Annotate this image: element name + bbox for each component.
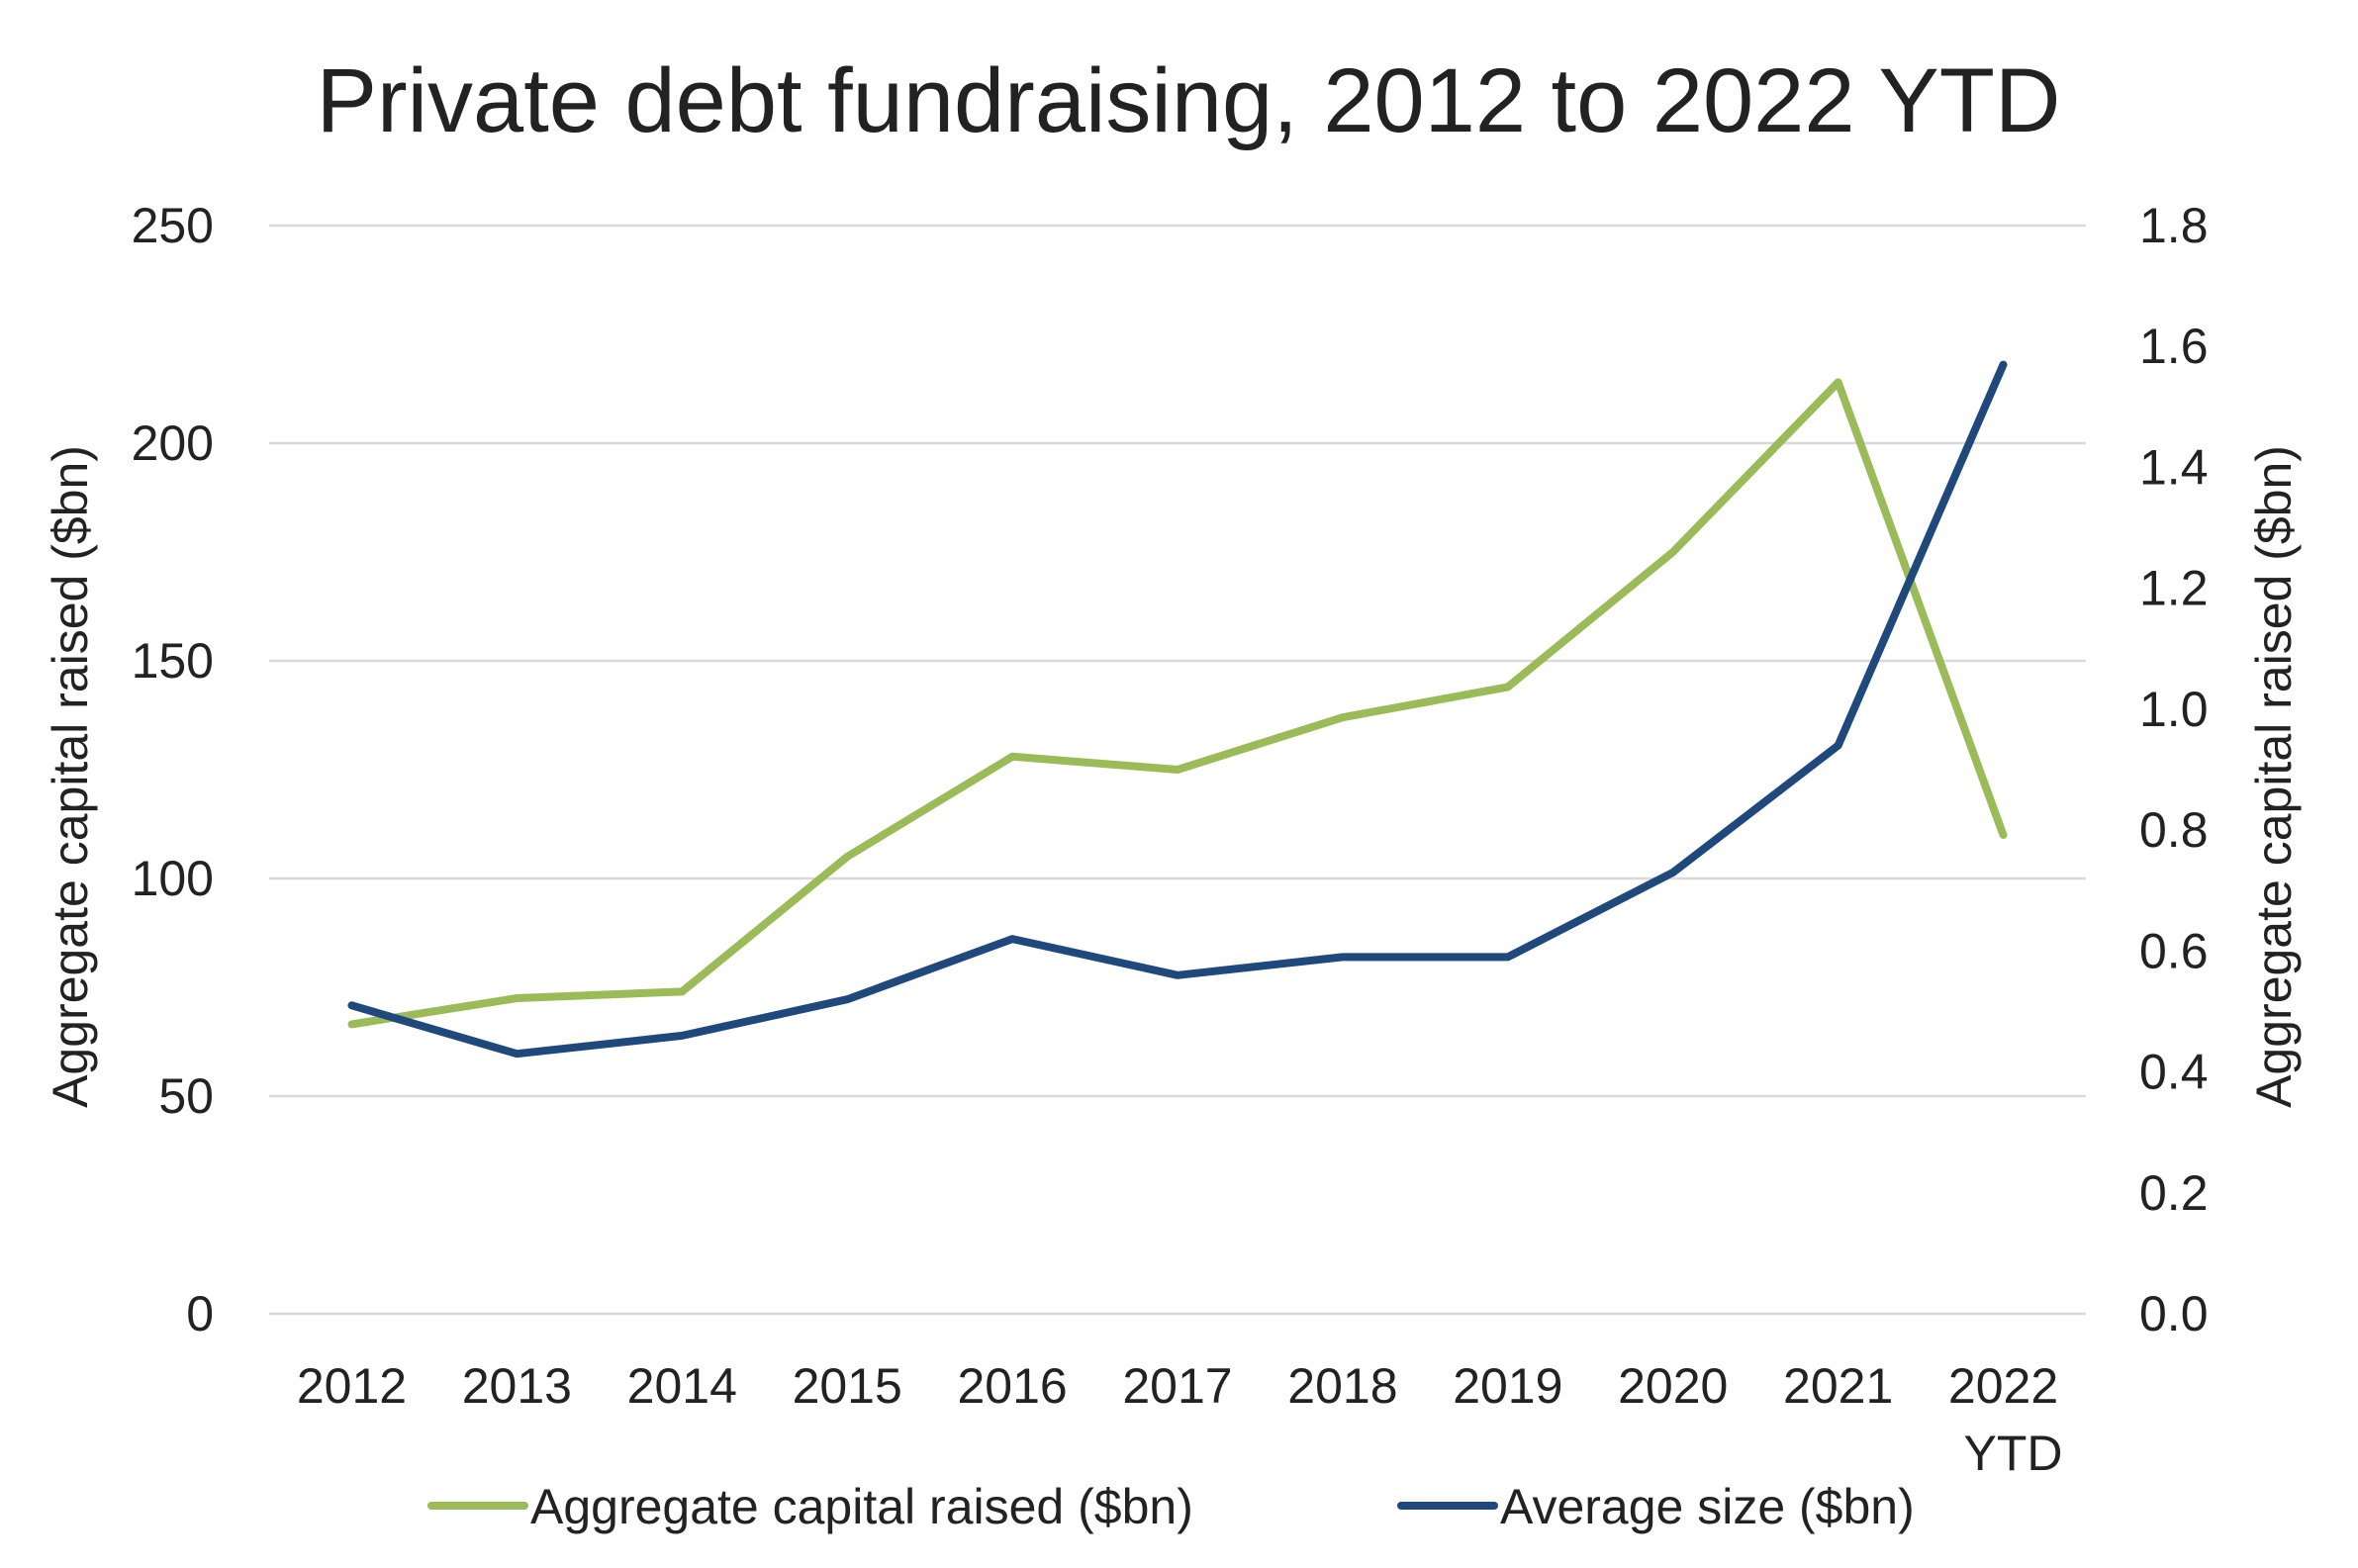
left-tick-label: 0	[186, 1286, 214, 1341]
right-axis-label: Aggregate capital raised ($bn)	[2246, 445, 2302, 1108]
left-axis-label: Aggregate capital raised ($bn)	[43, 445, 98, 1108]
x-tick-label: YTD	[1964, 1426, 2063, 1481]
x-tick-label: 2014	[627, 1358, 737, 1414]
left-tick-label: 150	[132, 633, 214, 689]
series-lines	[347, 360, 2008, 1059]
legend-label: Aggregate capital raised ($bn)	[530, 1479, 1193, 1534]
x-tick-label: 2017	[1122, 1358, 1232, 1414]
x-tick-label: 2015	[793, 1358, 902, 1414]
x-tick-label: 2016	[957, 1358, 1067, 1414]
x-tick-label: 2022	[1948, 1358, 2058, 1414]
right-tick-label: 1.4	[2139, 439, 2209, 495]
series-line-average-size	[347, 360, 2008, 1059]
x-tick-label: 2018	[1287, 1358, 1397, 1414]
left-tick-label: 50	[158, 1068, 214, 1124]
right-tick-label: 0.8	[2139, 802, 2209, 858]
legend: Aggregate capital raised ($bn) Average si…	[427, 1479, 1915, 1534]
right-tick-label: 1.8	[2139, 198, 2209, 253]
gridlines	[269, 224, 2086, 1316]
right-tick-label: 1.6	[2139, 319, 2209, 374]
right-tick-label: 1.2	[2139, 561, 2209, 616]
left-axis-ticks: 0 50 100 150 200 250	[132, 198, 214, 1341]
left-tick-label: 250	[132, 198, 214, 253]
chart-title: Private debt fundraising, 2012 to 2022 Y…	[317, 50, 2061, 151]
left-tick-label: 200	[132, 415, 214, 471]
right-tick-label: 0.2	[2139, 1165, 2209, 1221]
x-tick-label: 2020	[1618, 1358, 1728, 1414]
right-axis-ticks: 0.0 0.2 0.4 0.6 0.8 1.0 1.2 1.4 1.6 1.8	[2139, 198, 2209, 1341]
right-tick-label: 0.4	[2139, 1045, 2209, 1100]
x-tick-label: 2019	[1453, 1358, 1562, 1414]
x-tick-label: 2021	[1783, 1358, 1893, 1414]
right-tick-label: 1.0	[2139, 682, 2209, 737]
x-tick-label: 2013	[462, 1358, 572, 1414]
x-axis-ticks: 2012 2013 2014 2015 2016 2017 2018 2019 2020 2021…	[297, 1358, 2063, 1481]
series-line-aggregate-capital	[347, 378, 2008, 1029]
left-tick-label: 100	[132, 851, 214, 906]
right-tick-label: 0.0	[2139, 1286, 2209, 1341]
right-tick-label: 0.6	[2139, 923, 2209, 978]
legend-label: Average size ($bn)	[1500, 1479, 1915, 1534]
x-tick-label: 2012	[297, 1358, 407, 1414]
